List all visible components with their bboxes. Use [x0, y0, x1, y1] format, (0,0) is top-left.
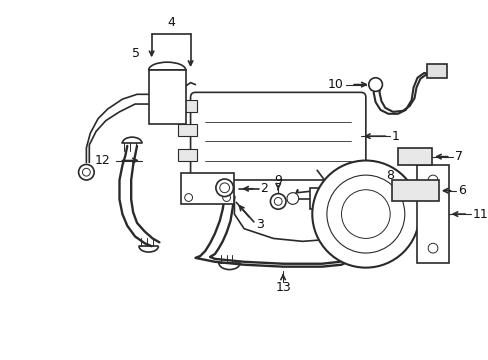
Circle shape: [341, 190, 389, 238]
Circle shape: [427, 175, 437, 185]
Circle shape: [82, 168, 90, 176]
Text: 7: 7: [454, 150, 463, 163]
Circle shape: [368, 78, 382, 91]
Text: 12: 12: [95, 154, 110, 167]
Bar: [178, 125, 197, 136]
Circle shape: [270, 194, 285, 209]
Text: 2: 2: [259, 182, 267, 195]
FancyBboxPatch shape: [190, 93, 365, 180]
Bar: [397, 148, 431, 165]
Bar: [427, 64, 446, 78]
Circle shape: [79, 165, 94, 180]
Text: 9: 9: [274, 174, 282, 186]
Circle shape: [274, 198, 282, 205]
Text: 11: 11: [472, 208, 488, 221]
Text: 1: 1: [391, 130, 399, 143]
Bar: [178, 149, 197, 161]
Text: 8: 8: [386, 168, 393, 182]
Text: 4: 4: [167, 16, 175, 29]
Circle shape: [219, 183, 229, 193]
Text: 5: 5: [132, 47, 140, 60]
Circle shape: [326, 175, 404, 253]
Bar: [178, 100, 197, 112]
Text: 13: 13: [275, 280, 290, 294]
Circle shape: [215, 179, 233, 197]
Circle shape: [427, 243, 437, 253]
Circle shape: [312, 161, 419, 267]
Text: 10: 10: [327, 78, 343, 91]
Text: 3: 3: [255, 218, 263, 231]
Bar: [391, 180, 438, 202]
Circle shape: [184, 194, 192, 202]
Bar: [181, 173, 234, 204]
Circle shape: [222, 194, 230, 202]
Circle shape: [286, 193, 298, 204]
Text: 6: 6: [457, 184, 465, 197]
Bar: [417, 165, 447, 263]
Bar: [148, 70, 185, 123]
Bar: [310, 188, 350, 209]
